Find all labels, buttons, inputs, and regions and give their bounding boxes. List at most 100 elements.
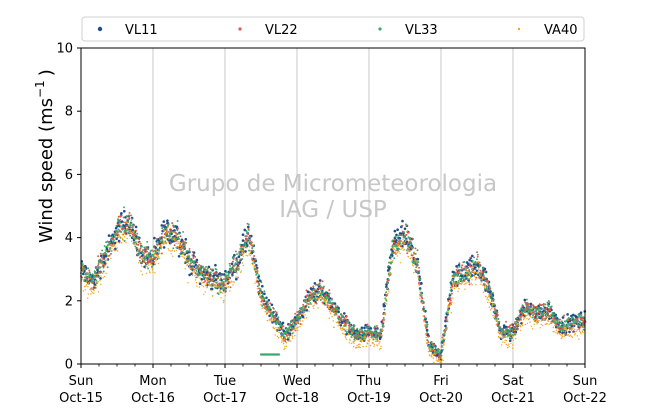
point — [110, 249, 113, 252]
point — [227, 274, 230, 276]
point — [497, 322, 499, 324]
point — [174, 239, 176, 242]
point — [255, 271, 257, 274]
point — [258, 291, 260, 293]
point — [473, 275, 476, 278]
point — [279, 335, 282, 338]
point — [281, 339, 283, 341]
point — [219, 290, 221, 292]
point — [500, 327, 503, 330]
point — [237, 255, 241, 259]
point — [193, 270, 195, 273]
point — [119, 235, 121, 238]
point — [87, 282, 90, 285]
point — [555, 318, 557, 321]
point — [204, 284, 207, 287]
point — [198, 263, 201, 266]
point — [354, 339, 357, 341]
point — [565, 325, 568, 328]
point — [443, 341, 445, 344]
point — [373, 325, 376, 328]
point — [563, 314, 565, 317]
point — [172, 231, 174, 234]
point — [388, 289, 390, 291]
point — [318, 297, 321, 300]
point — [93, 285, 96, 287]
point — [367, 328, 370, 331]
point — [565, 328, 567, 330]
point — [328, 289, 331, 292]
point — [394, 235, 397, 238]
point — [220, 277, 222, 280]
point — [337, 322, 340, 325]
point — [371, 334, 373, 337]
point — [393, 257, 396, 260]
point — [315, 288, 317, 291]
point — [351, 333, 353, 335]
point — [141, 245, 143, 248]
point — [390, 267, 392, 270]
point — [347, 320, 350, 323]
point — [163, 229, 165, 232]
point — [224, 294, 226, 297]
legend-label-VL11: VL11 — [125, 23, 158, 38]
point — [124, 232, 128, 236]
point — [413, 251, 415, 254]
point — [429, 346, 432, 349]
point — [380, 345, 382, 348]
point — [581, 326, 583, 328]
point — [192, 264, 195, 267]
point — [87, 285, 89, 288]
point — [205, 268, 208, 271]
point — [425, 334, 427, 336]
point — [342, 321, 345, 324]
point — [151, 261, 154, 264]
point — [400, 240, 403, 243]
point — [197, 274, 200, 277]
point — [224, 288, 227, 291]
point — [110, 252, 112, 255]
point — [363, 338, 365, 341]
series-VL33 — [79, 206, 586, 359]
point — [419, 278, 422, 281]
point — [256, 285, 259, 288]
point — [215, 284, 217, 287]
point — [325, 295, 328, 298]
point — [345, 318, 348, 321]
point — [153, 253, 156, 255]
point — [285, 341, 288, 344]
point — [570, 318, 573, 321]
point — [307, 306, 310, 309]
point — [156, 243, 158, 246]
point — [209, 268, 212, 271]
point — [154, 252, 157, 255]
point — [164, 224, 167, 226]
point — [203, 273, 205, 275]
point — [344, 337, 347, 339]
point — [547, 305, 550, 308]
point — [322, 285, 325, 288]
point — [154, 272, 156, 274]
point — [300, 309, 303, 312]
legend-label-VA40: VA40 — [544, 23, 578, 38]
point — [481, 277, 484, 279]
point — [256, 277, 259, 280]
point — [531, 308, 533, 310]
point — [100, 275, 102, 277]
point — [280, 337, 283, 339]
point — [476, 251, 479, 254]
point — [315, 302, 318, 305]
point — [252, 263, 254, 266]
point — [455, 286, 458, 288]
point — [85, 281, 88, 283]
point — [260, 281, 263, 284]
point — [387, 273, 390, 276]
point — [475, 283, 477, 286]
point — [86, 297, 89, 299]
point — [251, 243, 253, 245]
x-tick-date: Oct-15 — [59, 391, 103, 406]
point — [511, 334, 514, 337]
point — [416, 249, 419, 252]
point — [112, 244, 114, 247]
